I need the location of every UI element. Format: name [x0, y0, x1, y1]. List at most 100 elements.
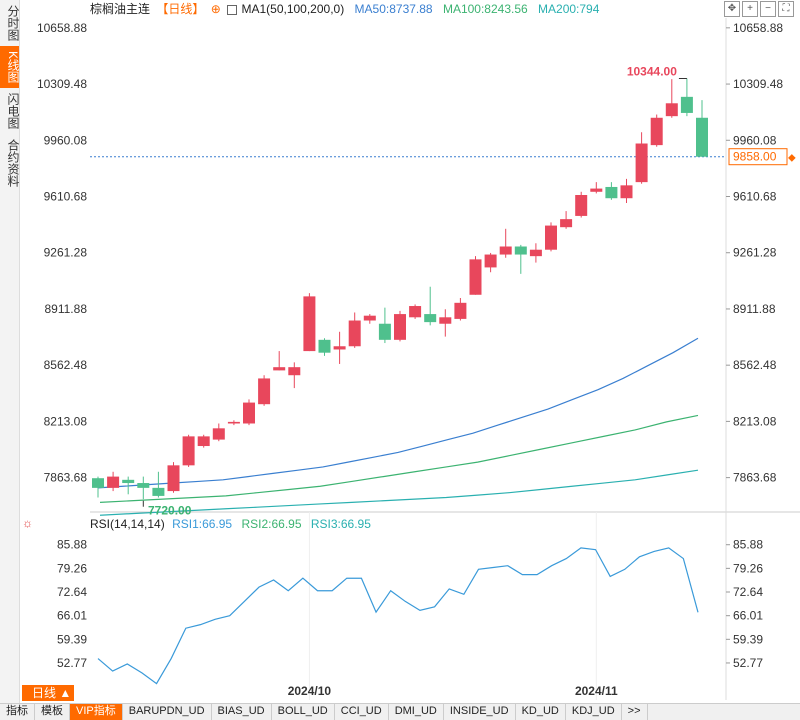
fullscreen-icon[interactable]: ⛶	[778, 1, 794, 17]
rsi-tick-label: 66.01	[733, 609, 763, 623]
price-tick-label: 8562.48	[733, 358, 777, 372]
price-tick-label-left: 7863.68	[44, 471, 88, 485]
price-tick-label-left: 8911.88	[45, 302, 88, 316]
candle	[137, 483, 150, 488]
candle	[545, 225, 557, 250]
ma200-line	[99, 469, 699, 516]
candle	[197, 436, 210, 447]
ma-settings-icon[interactable]	[227, 4, 238, 15]
tab-bias[interactable]: BIAS_UD	[212, 704, 272, 720]
price-tick-label: 7863.68	[733, 471, 777, 485]
candle	[122, 479, 135, 484]
tab-boll[interactable]: BOLL_UD	[272, 704, 335, 720]
candle	[212, 428, 225, 440]
ma100-label: MA100:8243.56	[442, 2, 528, 16]
tab-indicators[interactable]: 指标	[0, 704, 35, 720]
candle	[333, 346, 346, 350]
candle	[529, 249, 542, 257]
candle	[424, 314, 437, 323]
price-tick-label-left: 9610.68	[44, 190, 88, 204]
candle	[665, 103, 678, 117]
rsi1-label: RSI1:66.95	[172, 517, 233, 531]
price-tick-label: 8911.88	[733, 302, 776, 316]
rsi-tick-label: 59.39	[733, 632, 763, 646]
low-price-label: 7720.00	[148, 504, 192, 518]
rsi-line	[97, 547, 699, 685]
rsi-tick-label-left: 52.77	[57, 656, 87, 670]
current-price-box	[728, 148, 788, 166]
price-tick-label: 10309.48	[733, 77, 783, 91]
candle	[167, 465, 180, 492]
candle	[454, 302, 467, 319]
chart-header: 棕榈油主连 【日线】 ⊕ MA1(50,100,200,0) MA50:8737…	[90, 0, 602, 18]
candle	[152, 487, 165, 496]
ma50-label: MA50:8737.88	[354, 2, 433, 16]
candle	[394, 314, 406, 340]
tab-barupdn[interactable]: BARUPDN_UD	[123, 704, 212, 720]
more-tabs-button[interactable]: >>	[622, 704, 648, 720]
candle	[258, 378, 271, 405]
candle	[514, 246, 527, 255]
move-icon[interactable]: ✥	[724, 1, 740, 17]
tab-inside[interactable]: INSIDE_UD	[444, 704, 516, 720]
rsi-tick-label-left: 59.39	[57, 632, 87, 646]
candle	[635, 143, 648, 183]
price-tick-label: 8213.08	[733, 414, 777, 428]
instrument-title: 棕榈油主连	[90, 2, 151, 16]
tab-cci[interactable]: CCI_UD	[335, 704, 389, 720]
candle	[288, 367, 301, 376]
tab-timeshare[interactable]: 分时图	[6, 5, 20, 41]
indicator-bar: 指标 模板 VIP指标 BARUPDN_UD BIAS_UD BOLL_UD C…	[0, 703, 800, 720]
left-view-sidebar: 分时图 K线图 闪电图 合约资料	[0, 0, 20, 703]
tab-vip-indicators[interactable]: VIP指标	[70, 704, 123, 720]
ma200-label: MA200:794	[538, 2, 600, 16]
candle	[182, 436, 195, 466]
rsi-tick-label: 79.26	[733, 561, 763, 575]
rsi-tick-label-left: 66.01	[57, 609, 87, 623]
candle	[650, 117, 663, 146]
rsi-tick-label: 72.64	[733, 585, 763, 599]
price-tick-label-left: 10658.88	[37, 21, 87, 35]
rsi2-label: RSI2:66.95	[241, 517, 302, 531]
price-tick-label: 9261.28	[733, 246, 777, 260]
rsi-header: RSI(14,14,14) RSI1:66.95 RSI2:66.95 RSI3…	[90, 517, 371, 531]
ma50-line	[97, 337, 699, 489]
candle	[227, 421, 240, 424]
candle	[590, 188, 603, 192]
rsi-settings-icon[interactable]: ☼	[22, 516, 33, 530]
candle	[484, 254, 497, 268]
current-price-marker: ◆	[788, 153, 796, 164]
ma100-line	[99, 414, 699, 503]
price-tick-label-left: 9960.08	[44, 133, 88, 147]
candle	[575, 195, 588, 216]
tab-dmi[interactable]: DMI_UD	[389, 704, 444, 720]
price-tick-label: 9960.08	[733, 133, 777, 147]
rsi-tick-label-left: 72.64	[57, 585, 87, 599]
tab-kline[interactable]: K线图	[0, 46, 20, 89]
candle	[318, 339, 331, 353]
price-tick-label: 10658.88	[733, 21, 783, 35]
candle	[469, 259, 482, 295]
high-price-label: 10344.00	[627, 65, 677, 79]
zoom-in-icon[interactable]: +	[742, 1, 758, 17]
tab-kdj[interactable]: KDJ_UD	[566, 704, 622, 720]
period-selector[interactable]: 日线 ▲	[22, 685, 74, 701]
current-price-label: 9858.00	[733, 150, 777, 164]
tab-contract-info[interactable]: 合约资料	[6, 139, 20, 188]
candle	[439, 317, 452, 324]
rsi-tick-label-left: 85.88	[57, 538, 87, 552]
price-tick-label-left: 10309.48	[37, 77, 87, 91]
tab-templates[interactable]: 模板	[35, 704, 70, 720]
candle	[680, 96, 693, 113]
rsi-title: RSI(14,14,14)	[90, 517, 165, 531]
rsi-tick-label-left: 79.26	[57, 561, 87, 575]
date-label: 2024/10	[288, 684, 332, 698]
zoom-out-icon[interactable]: −	[760, 1, 776, 17]
tab-flash-chart[interactable]: 闪电图	[6, 93, 20, 130]
rsi-tick-label: 52.77	[733, 656, 763, 670]
tab-kd[interactable]: KD_UD	[516, 704, 566, 720]
rsi3-label: RSI3:66.95	[310, 517, 371, 531]
add-icon[interactable]: ⊕	[210, 2, 221, 16]
price-tick-label-left: 9261.28	[44, 246, 88, 260]
